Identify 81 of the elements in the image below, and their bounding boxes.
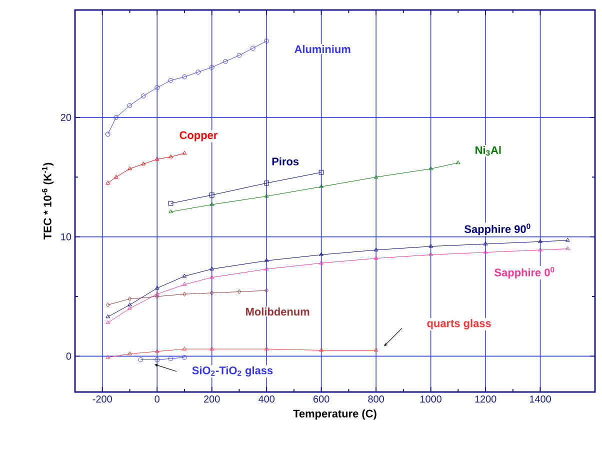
point: [319, 260, 324, 264]
point: [428, 244, 433, 248]
series-label: Ni$_{3}$Al: [476, 146, 501, 156]
point: [141, 162, 146, 166]
point: [182, 274, 187, 278]
point: [114, 174, 118, 178]
point: [168, 78, 174, 83]
point: [318, 170, 324, 175]
y-tick-label: 20: [60, 114, 72, 121]
point: [538, 239, 542, 243]
point: [483, 250, 488, 254]
x-tick-label: 600: [314, 396, 330, 403]
point: [223, 58, 228, 64]
x-tick-label: 1000: [420, 396, 442, 403]
point: [264, 258, 269, 262]
x-tick-label: 800: [368, 396, 384, 403]
point: [374, 256, 378, 260]
point: [264, 180, 270, 186]
point: [209, 64, 214, 70]
series-label: Molibdenum: [246, 308, 310, 316]
x-tick-label: 1200: [475, 396, 496, 403]
point: [319, 252, 324, 256]
point: [428, 252, 433, 256]
point: [264, 194, 269, 198]
series-label: SiO$_{2}$-TiO$_{2}$ glass: [192, 366, 273, 377]
point: [319, 348, 324, 352]
point: [182, 292, 186, 297]
point: [154, 357, 160, 362]
point: [210, 202, 214, 206]
point: [374, 174, 378, 178]
point: [154, 292, 160, 296]
series-label: Sapphire 90$^{0}$: [464, 224, 530, 236]
text: Aluminium: [294, 45, 350, 54]
series-label: Sapphire 0$^{0}$: [494, 266, 554, 279]
point: [154, 286, 160, 290]
point: [128, 351, 132, 356]
point: [182, 74, 187, 80]
series-label: Piros: [272, 157, 299, 166]
point: [209, 192, 214, 198]
point: [250, 46, 256, 51]
y-tick-label: 10: [61, 233, 72, 240]
point: [182, 282, 187, 286]
point: [128, 296, 132, 302]
y-axis-title: TEC * 10$^{-6}$ (K$^{-1}$): [42, 162, 54, 240]
point: [210, 346, 214, 350]
x-tick-label: 400: [258, 396, 275, 403]
point: [210, 266, 214, 270]
point: [374, 248, 378, 252]
point: [168, 356, 174, 362]
point: [264, 346, 269, 350]
point: [182, 346, 187, 350]
point: [114, 114, 118, 120]
series-label: Copper: [180, 131, 218, 142]
point: [127, 103, 132, 108]
point: [155, 294, 159, 299]
point: [168, 200, 174, 206]
x-tick-label: 200: [204, 396, 220, 403]
x-axis-title: Temperature (C): [293, 409, 376, 420]
text: quarts glass: [427, 319, 491, 330]
point: [210, 274, 214, 279]
x-tick-label: 0: [154, 396, 160, 403]
point: [319, 184, 324, 188]
point: [483, 242, 488, 246]
point: [128, 166, 132, 170]
point: [196, 70, 201, 75]
point: [154, 85, 160, 90]
point: [154, 348, 160, 353]
point: [140, 94, 146, 98]
point: [236, 52, 242, 58]
point: [210, 290, 214, 296]
point: [428, 166, 433, 170]
x-tick-label: 1400: [530, 396, 551, 403]
point: [168, 154, 173, 158]
point: [128, 306, 132, 310]
y-tick-label: 0: [66, 352, 72, 360]
point: [154, 156, 160, 161]
point: [264, 266, 269, 270]
point: [128, 302, 132, 306]
point: [237, 289, 242, 294]
point: [538, 248, 542, 252]
x-tick-label: -200: [92, 396, 112, 403]
